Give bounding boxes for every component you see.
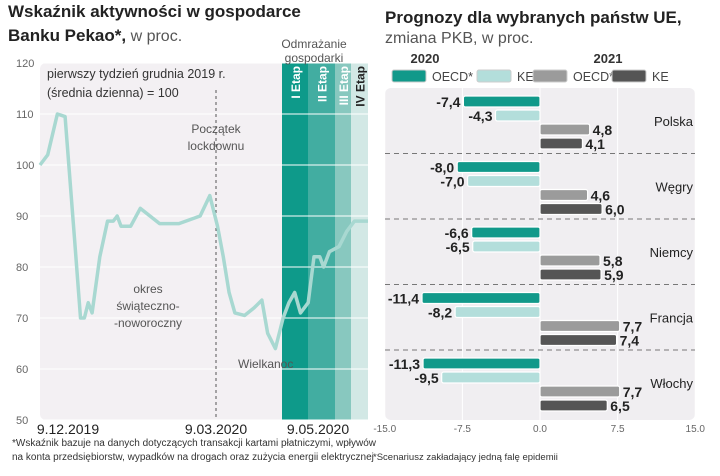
phases-title-1: Odmrażanie [281, 37, 347, 51]
country-label: Francja [650, 311, 694, 326]
left-subtitle: w proc. [130, 28, 183, 45]
year-label-2021: 2021 [594, 51, 623, 66]
holiday-label: -noworoczny [114, 316, 182, 330]
bar [441, 371, 541, 384]
phase-label: I Etap [289, 66, 303, 99]
phase-label: II Etap [316, 66, 330, 102]
x-tick-label: 9.05.2020 [287, 421, 349, 437]
bar [421, 291, 541, 305]
holiday-label: świąteczno- [116, 299, 179, 313]
bar [539, 385, 621, 398]
lockdown-label-2: lockdownu [188, 139, 245, 153]
y-tick-label: 120 [16, 58, 34, 70]
legend-swatch [611, 69, 647, 83]
bar-value-label: -9,5 [415, 370, 439, 386]
bar-value-label: -11,3 [389, 356, 420, 372]
country-label: Włochy [650, 376, 693, 391]
bar [466, 174, 541, 188]
x-tick-label: 9.12.2019 [37, 421, 99, 437]
bar-value-label: 4,6 [591, 188, 611, 204]
bar [422, 357, 541, 370]
left-footnote-2: na konta przedsiębiorstw, wypadków na dr… [12, 452, 374, 463]
bar [454, 305, 541, 319]
phase-band [282, 63, 308, 420]
bar-value-label: 4,8 [593, 122, 613, 138]
bar [539, 319, 621, 333]
legend-label: OECD* [573, 70, 614, 84]
bar [539, 399, 608, 412]
y-tick-label: 110 [16, 109, 34, 121]
easter-label: Wielkanoc [238, 357, 293, 371]
legend-swatch [532, 69, 568, 83]
y-tick-label: 90 [16, 211, 28, 223]
bar [539, 202, 603, 216]
legend-label: OECD* [432, 70, 473, 84]
left-title-line2: Banku Pekao*, w proc. [8, 26, 182, 46]
bar [472, 240, 541, 253]
bar-value-label: 7,7 [623, 384, 643, 400]
phase-label: IV Etap [354, 66, 368, 107]
y-tick-label: 100 [16, 160, 34, 172]
bar-value-label: -7,0 [440, 174, 464, 190]
bar [471, 226, 541, 239]
bar [462, 95, 541, 108]
right-title: Prognozy dla wybranych państw UE, [385, 8, 682, 27]
bar-value-label: 7,7 [623, 319, 643, 335]
country-label: Węgry [655, 180, 693, 195]
left-title-2: Banku Pekao*, [8, 26, 127, 45]
bar-value-label: 5,9 [604, 267, 624, 283]
bar [494, 109, 541, 122]
note-line-2: (średnia dzienna) = 100 [47, 86, 179, 100]
bar-value-label: -8,2 [428, 305, 452, 321]
bar-value-label: -6,6 [445, 225, 469, 241]
bar-value-label: 7,4 [620, 333, 640, 349]
x-tick-label: 7.5 [611, 424, 625, 435]
y-tick-label: 80 [16, 262, 28, 274]
bar [539, 188, 589, 202]
phase-label: III Etap [337, 66, 351, 105]
y-tick-label: 70 [16, 313, 28, 325]
country-label: Niemcy [650, 245, 694, 260]
legend-label: KE [517, 70, 534, 84]
bar [539, 268, 602, 281]
bar-value-label: -11,4 [388, 291, 419, 307]
country-label: Polska [654, 114, 694, 129]
phase-band [308, 63, 335, 420]
legend-swatch [391, 69, 427, 83]
year-label-2020: 2020 [411, 51, 440, 66]
bar-value-label: -8,0 [430, 160, 454, 176]
bar [539, 137, 584, 150]
bar [539, 333, 618, 347]
right-footnote: *Scenariusz zakładający jedną falę epide… [373, 452, 558, 463]
phase-band [351, 63, 368, 420]
x-tick-label: 15.0 [686, 424, 706, 435]
bar-value-label: -6,5 [446, 239, 470, 255]
bar [539, 123, 591, 136]
x-tick-label: -7.5 [454, 424, 472, 435]
y-tick-label: 50 [16, 415, 28, 427]
bar-value-label: 6,0 [605, 202, 625, 218]
x-tick-label: 0.0 [533, 424, 547, 435]
bar-value-label: 5,8 [603, 253, 623, 269]
right-subtitle: zmiana PKB, w proc. [385, 30, 534, 47]
left-footnote-1: *Wskaźnik bazuje na danych dotyczących t… [12, 438, 377, 449]
bar [456, 160, 541, 174]
legend-swatch [476, 69, 512, 83]
bar-value-label: 4,1 [585, 136, 605, 152]
bar-value-label: -4,3 [468, 108, 492, 124]
x-tick-label: -15.0 [373, 424, 396, 435]
phases-title-2: gospodarki [285, 51, 344, 65]
x-tick-label: 9.03.2020 [185, 421, 247, 437]
left-title: Wskaźnik aktywności w gospodarce [8, 2, 301, 21]
legend-label: KE [652, 70, 669, 84]
y-tick-label: 60 [16, 364, 28, 376]
lockdown-label-1: Początek [191, 122, 241, 136]
note-line-1: pierwszy tydzień grudnia 2019 r. [47, 67, 226, 81]
bar-value-label: 6,5 [610, 398, 630, 414]
bar-value-label: -7,4 [436, 94, 460, 110]
bar [539, 254, 601, 267]
holiday-label: okres [133, 282, 162, 296]
